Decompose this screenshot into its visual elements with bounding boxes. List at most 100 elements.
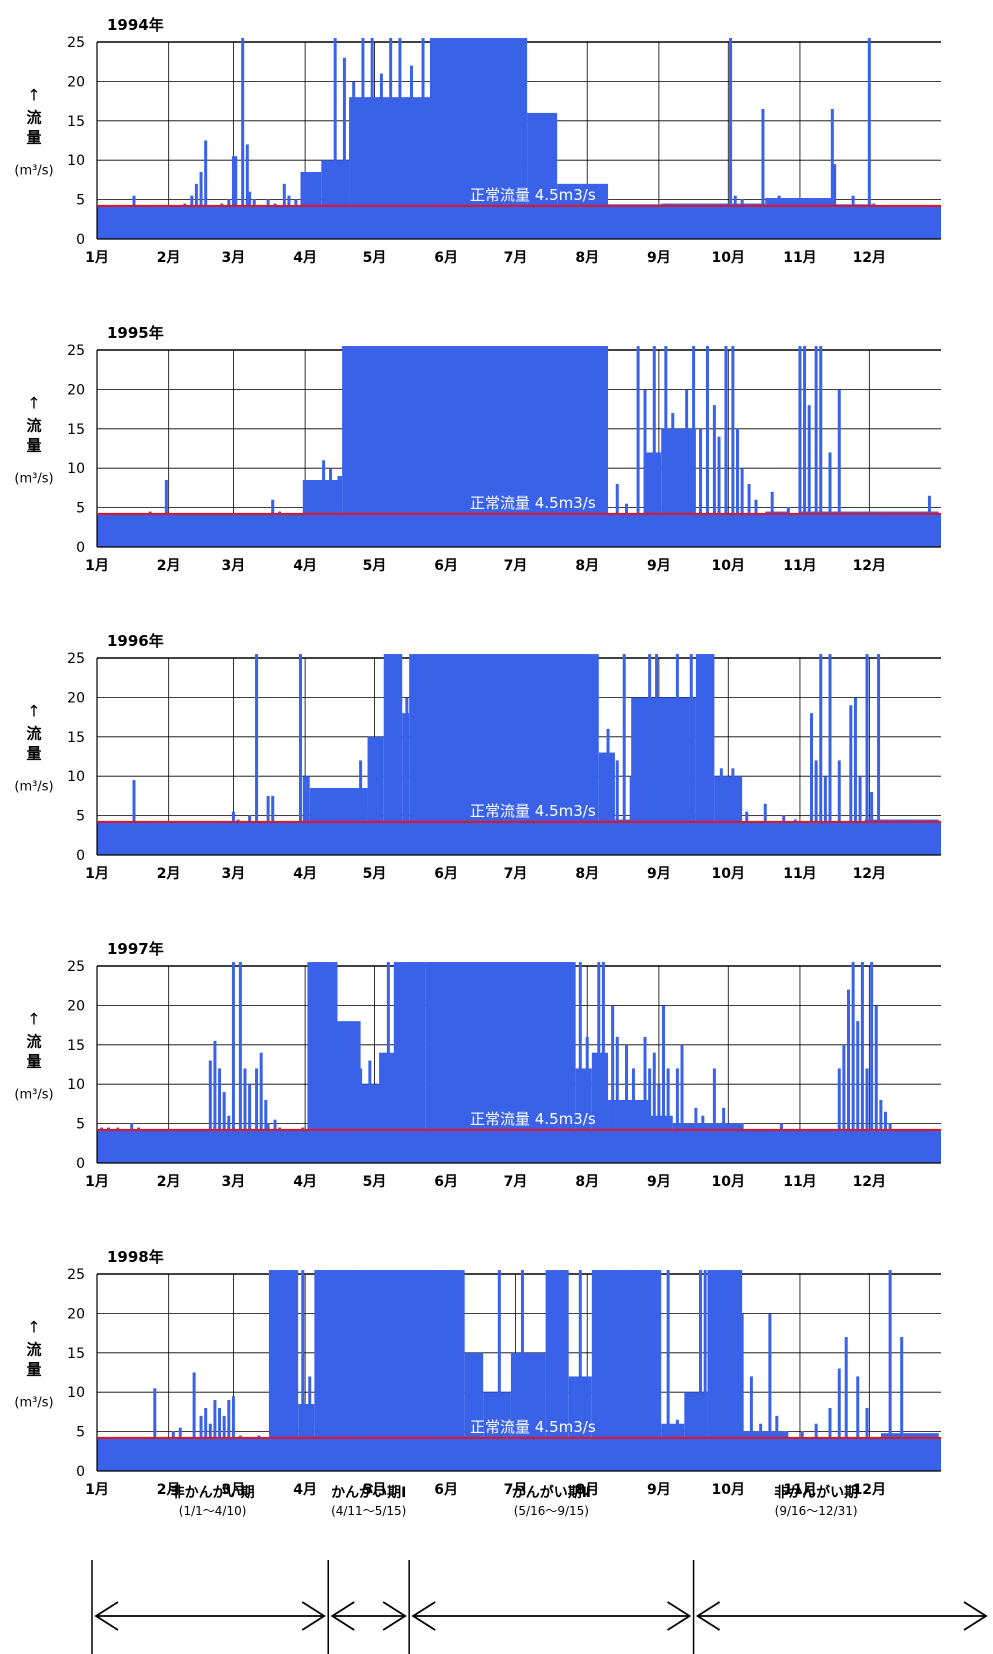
chart-title: 1996年: [107, 632, 164, 650]
flow-spike-bar: [585, 1036, 589, 1163]
flow-spike-bar: [615, 760, 619, 855]
flow-spike-bar: [733, 195, 737, 239]
flow-spike-bar: [255, 654, 259, 855]
x-tick-label: 1月: [85, 866, 109, 882]
flow-spike-bar: [863, 511, 867, 547]
flow-spike-bar: [551, 1270, 555, 1471]
flow-segment-bar: [342, 346, 609, 547]
ylabel-line1: 流: [26, 1033, 41, 1051]
flow-spike-bar: [409, 65, 413, 239]
period-arrow-head-left: [695, 1601, 721, 1631]
flow-spike-bar: [867, 38, 871, 240]
flow-spike-bar: [736, 428, 740, 547]
flow-spike-bar: [393, 962, 397, 1163]
flow-spike-bar: [729, 38, 733, 240]
flow-segment-bar: [557, 183, 609, 239]
flow-spike-bar: [814, 760, 818, 855]
ylabel-unit: (m³/s): [14, 1396, 53, 1411]
x-tick-label: 3月: [222, 866, 246, 882]
ylabel-line2: 量: [26, 1361, 41, 1379]
flow-spike-bar: [666, 1270, 670, 1471]
flow-spike-bar: [606, 728, 610, 855]
chart-panel-1998年: 1998年 ↑ 流量 (m³/s) 0 5 10 15 20 25 正常流量 4.5m3/s 1月 2月…: [14, 1248, 941, 1498]
x-tick-label: 9月: [647, 866, 671, 882]
flow-spike-bar: [231, 811, 235, 855]
y-tick-label: 5: [76, 1117, 85, 1133]
flow-spike-bar: [601, 962, 605, 1163]
x-tick-label: 3月: [222, 558, 246, 574]
flow-spike-bar: [548, 160, 552, 239]
period-range: (4/11～5/15): [331, 1504, 406, 1518]
flow-spike-bar: [271, 499, 275, 547]
x-tick-label: 5月: [363, 250, 387, 266]
flow-spike-bar: [888, 1123, 892, 1163]
flow-spike-bar: [622, 654, 626, 855]
flow-spike-bar: [666, 697, 670, 855]
flow-segment-bar: [695, 654, 715, 855]
y-tick-label: 25: [67, 1267, 85, 1283]
period-arrow-head-right: [301, 1601, 326, 1631]
flow-spike-bar: [717, 436, 721, 547]
period-range: (1/1～4/10): [179, 1504, 247, 1518]
normal-flow-label: 正常流量 4.5m3/s: [470, 1418, 596, 1436]
ylabel-arrow: ↑: [27, 86, 40, 105]
flow-spike-bar: [497, 1270, 501, 1471]
x-tick-label: 7月: [504, 558, 528, 574]
flow-spike-bar: [222, 1092, 226, 1163]
x-tick-label: 2月: [157, 558, 181, 574]
flow-spike-bar: [611, 1005, 615, 1163]
flow-spike-bar: [888, 1270, 892, 1471]
flow-spike-bar: [874, 1005, 878, 1163]
flow-spike-bar: [652, 1052, 656, 1163]
x-tick-label: 5月: [363, 558, 387, 574]
chart-panel-1996年: 1996年 ↑ 流量 (m³/s) 0 5 10 15 20 25 正常流量 4.5m3/s 1月 2月…: [14, 632, 941, 882]
y-tick-label: 10: [67, 153, 85, 169]
x-tick-label: 6月: [434, 250, 458, 266]
flow-spike-bar: [282, 1270, 286, 1471]
flow-spike-bar: [860, 962, 864, 1163]
flow-spike-bar: [248, 1084, 252, 1163]
x-tick-label: 12月: [853, 1174, 886, 1190]
y-tick-label: 0: [76, 1156, 85, 1172]
chart-title: 1998年: [107, 1248, 164, 1266]
flow-spike-bar: [231, 156, 235, 239]
flow-segment-bar: [367, 736, 384, 855]
ylabel-line2: 量: [26, 1053, 41, 1071]
flow-spike-bar: [359, 1068, 363, 1163]
flow-spike-bar: [662, 1005, 666, 1163]
period-range: (5/16～9/15): [514, 1504, 589, 1518]
flow-spike-bar: [227, 1115, 231, 1163]
flow-spike-bar: [844, 1337, 848, 1471]
flow-spike-bar: [349, 1084, 353, 1163]
flow-spike-bar: [927, 495, 931, 547]
flow-spike-bar: [389, 38, 393, 240]
flow-spike-bar: [107, 1127, 111, 1163]
y-tick-label: 20: [67, 998, 85, 1014]
flow-spike-bar: [287, 195, 291, 239]
flow-spike-bar: [870, 791, 874, 855]
x-tick-label: 8月: [575, 1174, 599, 1190]
flow-spike-bar: [814, 1423, 818, 1471]
flow-spike-bar: [243, 1068, 247, 1163]
flow-spike-bar: [396, 654, 400, 855]
y-tick-label: 20: [67, 382, 85, 398]
flow-spike-bar: [613, 1270, 617, 1471]
flow-spike-bar: [657, 1084, 661, 1163]
flow-segment-bar: [464, 1352, 484, 1471]
flow-spike-bar: [837, 1068, 841, 1163]
flow-segment-bar: [608, 1099, 650, 1163]
x-tick-label: 4月: [293, 558, 317, 574]
flow-spike-bar: [775, 1415, 779, 1471]
x-tick-label: 7月: [504, 1174, 528, 1190]
flow-spike-bar: [379, 73, 383, 240]
flow-spike-bar: [282, 183, 286, 239]
flow-spike-bar: [680, 1044, 684, 1163]
flow-spike-bar: [444, 1270, 448, 1471]
flow-spike-bar: [719, 768, 723, 855]
normal-flow-label: 正常流量 4.5m3/s: [470, 1110, 596, 1128]
x-tick-label: 9月: [647, 1482, 671, 1498]
flow-spike-bar: [731, 768, 735, 855]
x-tick-label: 8月: [575, 250, 599, 266]
y-tick-label: 0: [76, 1464, 85, 1480]
